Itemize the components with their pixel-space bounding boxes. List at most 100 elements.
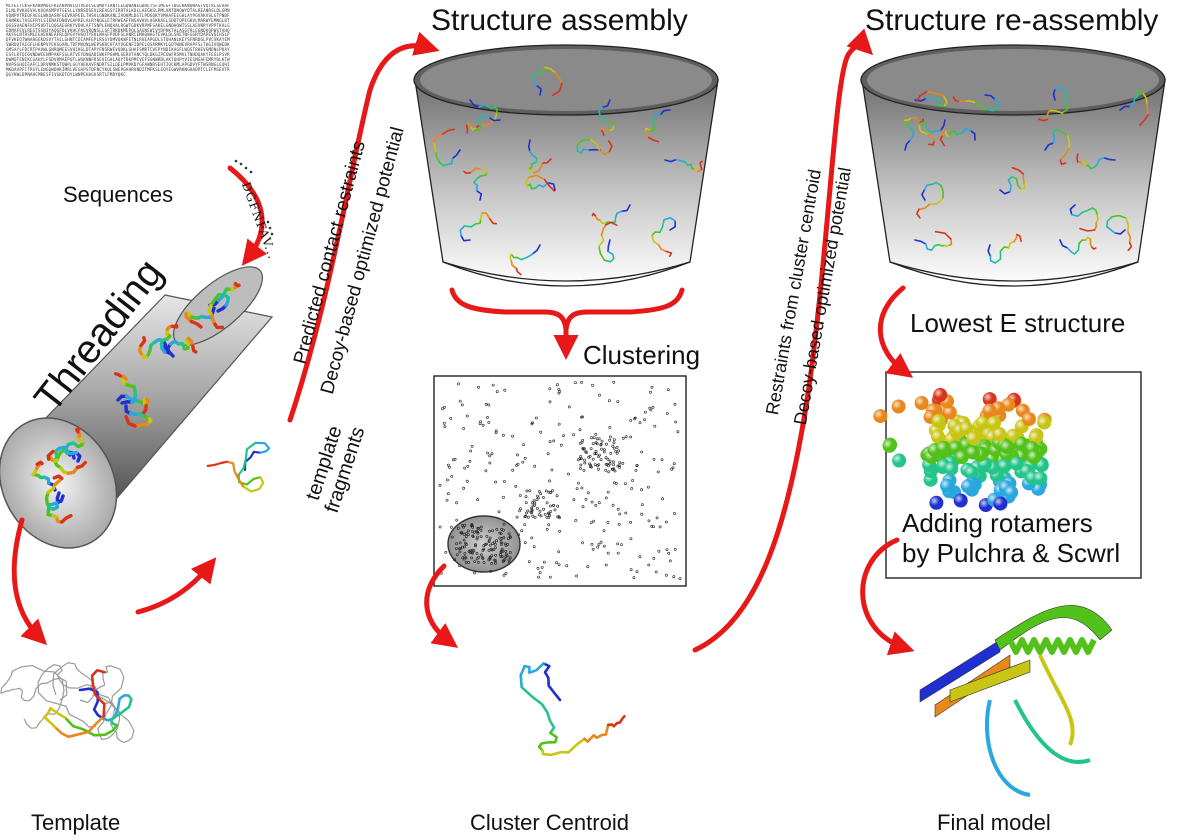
scatter-point <box>459 547 463 550</box>
threading-protein <box>44 474 65 511</box>
scatter-point <box>640 450 644 454</box>
atom-highlight <box>931 429 946 444</box>
ribbon-segment <box>919 639 1001 703</box>
atom-highlight <box>892 453 907 468</box>
scatter-point <box>458 564 462 568</box>
scatter-point <box>582 468 586 472</box>
sequences-label: Sequences <box>63 182 174 207</box>
scatter-point <box>612 463 616 467</box>
scatter-point <box>493 540 497 544</box>
bucket1-chain <box>469 99 498 132</box>
bucket1-chain <box>465 115 501 134</box>
scatter-point <box>530 508 534 512</box>
bucket2-chain <box>903 116 924 151</box>
scatter-point <box>479 535 483 539</box>
scatter-point <box>652 525 655 529</box>
scatter-point <box>536 494 539 498</box>
scatter-point <box>589 521 593 525</box>
scatter-point <box>591 547 595 551</box>
scatter-point <box>580 380 584 384</box>
scatter-point <box>536 506 539 510</box>
scatter-point <box>448 465 451 469</box>
scatter-point <box>617 522 621 526</box>
scatter-point <box>667 551 671 555</box>
scatter-point <box>490 554 494 558</box>
atom-highlight <box>882 438 897 453</box>
scatter-point <box>548 514 551 517</box>
threading-cylinder <box>0 266 274 549</box>
scatter-point <box>482 561 486 564</box>
scatter-point <box>486 451 490 455</box>
scatter-point <box>523 541 527 545</box>
bucket1-chain <box>527 139 552 174</box>
scatter-point <box>572 498 576 502</box>
scatter-point <box>531 501 534 505</box>
scatter-point <box>533 515 537 519</box>
bucket2-chain <box>952 94 1000 112</box>
scatter-point <box>599 458 603 462</box>
structure-reassembly-title: Structure re-assembly <box>865 4 1159 37</box>
scatter-point <box>535 498 539 502</box>
bucket2-chain <box>918 119 946 146</box>
scatter-point <box>616 551 620 555</box>
scatter-point <box>594 432 598 436</box>
threading-protein <box>46 448 82 463</box>
scatter-point <box>471 535 475 539</box>
scatter-point <box>606 457 610 461</box>
scatter-point <box>493 546 497 550</box>
atom-highlight <box>891 399 906 414</box>
scatter-point <box>585 451 588 454</box>
scatter-point <box>493 543 497 546</box>
atom-highlight <box>965 445 980 460</box>
scatter-point <box>470 524 474 527</box>
ribbon-loop <box>985 699 1031 797</box>
scatter-point <box>516 453 519 457</box>
scatter-point <box>487 549 491 552</box>
bucket2-chain <box>1059 236 1097 255</box>
scatter-point <box>504 572 508 575</box>
scatter-point <box>579 457 583 461</box>
scatter-point <box>597 501 601 505</box>
scatter-point <box>476 561 480 564</box>
scatter-point <box>445 498 449 502</box>
scatter-point <box>495 390 499 394</box>
scatter-point <box>597 455 600 459</box>
scatter-point <box>616 400 620 404</box>
scatter-point <box>567 405 571 409</box>
scatter-point <box>542 507 546 511</box>
scatter-point <box>462 538 466 542</box>
scatter-point <box>521 460 525 464</box>
atom-highlight <box>929 495 944 510</box>
assembly-bucket <box>413 44 719 287</box>
scatter-point <box>553 508 557 512</box>
scatter-point <box>672 575 676 579</box>
scatter-point <box>503 557 507 561</box>
scatter-point <box>498 536 502 540</box>
scatter-point <box>665 548 669 552</box>
scatter-point <box>638 421 642 425</box>
ribbon-segment <box>949 659 1031 703</box>
scatter-point <box>495 528 499 531</box>
scatter-point <box>651 405 655 409</box>
atom-highlight <box>993 496 1008 511</box>
scatter-point <box>487 421 491 424</box>
scatter-point <box>511 468 515 472</box>
scatter-point <box>596 545 600 549</box>
bucket2-chain <box>1069 204 1099 232</box>
scatter-point <box>484 402 488 406</box>
bucket2-chain <box>1076 153 1116 170</box>
scatter-point <box>656 470 660 474</box>
scatter-point <box>511 434 514 438</box>
scatter-point <box>527 515 530 519</box>
scatter-point <box>498 531 502 535</box>
scatter-point <box>455 518 459 522</box>
scatter-point <box>515 515 519 519</box>
scatter-point <box>488 461 492 465</box>
scatter-point <box>502 522 506 526</box>
scatter-point <box>467 529 470 533</box>
scatter-point <box>531 504 535 508</box>
scatter-point <box>494 559 497 563</box>
scatter-point <box>539 492 543 496</box>
scatter-point <box>608 462 612 466</box>
atom-highlight <box>1009 456 1024 471</box>
